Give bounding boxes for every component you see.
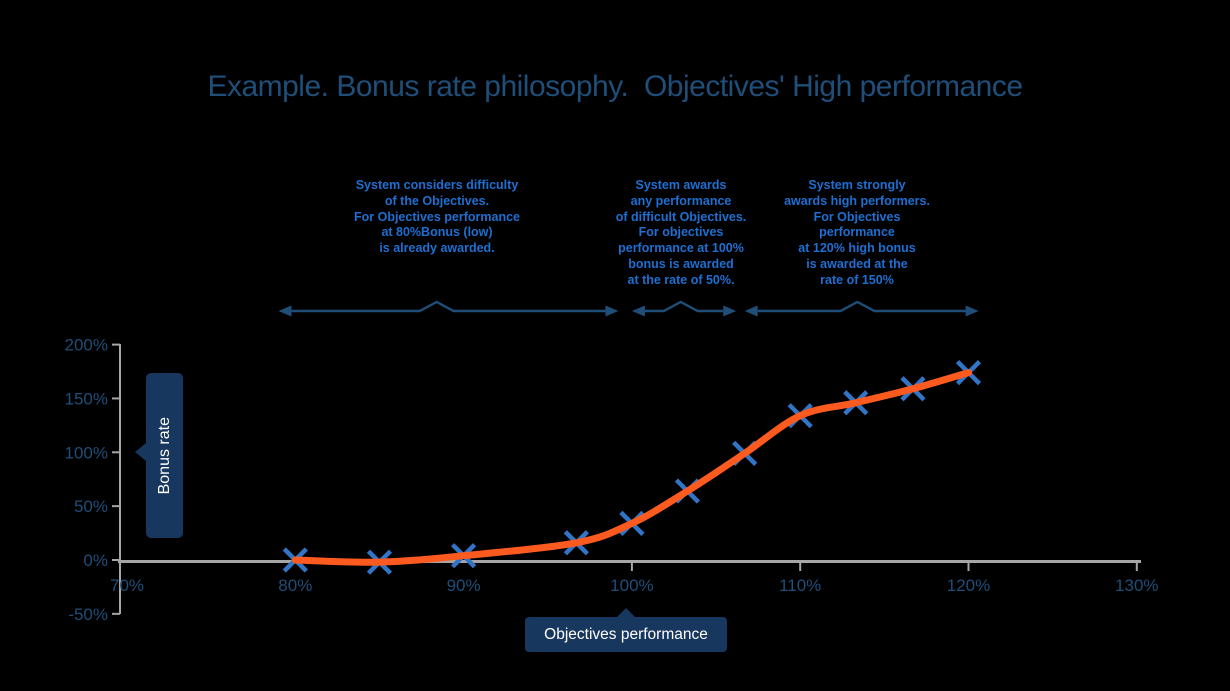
y-tick-label: 50% <box>74 497 108 516</box>
x-axis-title-callout: Objectives performance <box>525 608 727 652</box>
y-axis-title: Bonus rate <box>155 416 173 495</box>
arrowhead-right-icon <box>723 305 737 317</box>
y-axis-title-callout: Bonus rate <box>135 373 183 538</box>
callout-pointer-left-icon <box>135 443 146 461</box>
x-tick-label: 80% <box>278 576 312 595</box>
annotation-mid-performance: System awards any performance of difficu… <box>615 178 747 287</box>
x-axis-title: Objectives performance <box>544 625 708 643</box>
y-tick-label: 0% <box>83 551 108 570</box>
arrowhead-left-icon <box>278 305 292 317</box>
y-tick-label: -50% <box>68 605 108 624</box>
x-tick-label: 130% <box>1115 576 1158 595</box>
x-tick-label: 100% <box>610 576 653 595</box>
page-title: Example. Bonus rate philosophy. Objectiv… <box>207 70 1023 103</box>
arrowhead-right-icon <box>605 305 619 317</box>
arrowhead-right-icon <box>965 305 979 317</box>
y-tick-label: 200% <box>65 336 108 355</box>
arrowhead-left-icon <box>744 305 758 317</box>
series-line <box>291 369 972 566</box>
axes: -50% 0% 50% 100% 150% 200% 70% 80% 90% 100% 110% 12… <box>65 336 1159 624</box>
y-tick-label: 150% <box>65 389 108 408</box>
annotation-high-performance: System strongly awards high performers. … <box>784 178 930 287</box>
arrowhead-left-icon <box>631 305 645 317</box>
callout-pointer-up-icon <box>617 608 635 617</box>
x-tick-label: 110% <box>779 576 821 595</box>
x-tick-label: 70% <box>110 576 144 595</box>
x-tick-label: 90% <box>447 576 481 595</box>
annotation-low-performance: System considers difficulty of the Objec… <box>353 178 521 256</box>
series-markers <box>282 360 982 575</box>
range-arrows <box>278 300 979 317</box>
y-tick-label: 100% <box>65 443 108 462</box>
x-tick-label: 120% <box>947 576 990 595</box>
